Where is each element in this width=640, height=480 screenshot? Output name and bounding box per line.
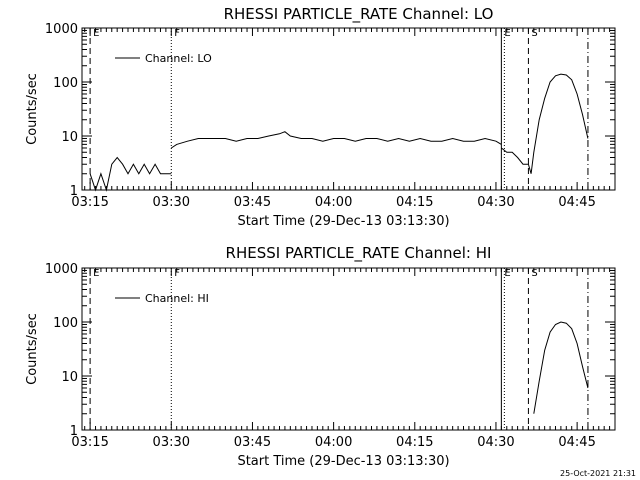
footer-date: 25-Oct-2021 21:31 [560,469,636,478]
chart1-series-line [171,131,502,149]
chart2-x-tick-label: 04:15 [396,435,433,450]
chart1-marker-label: E [93,28,99,39]
chart2-title: RHESSI PARTICLE_RATE Channel: HI [226,244,492,263]
chart2-y-tick-label: 10 [61,370,78,385]
chart1-x-tick-label: 04:00 [315,195,352,210]
chart1-x-tick-label: 04:45 [558,195,595,210]
chart1-series-line [89,156,172,192]
chart2-y-tick-label: 1000 [45,262,78,277]
chart1-x-tick-label: 04:15 [396,195,433,210]
chart2-marker-label: F [174,268,180,279]
chart2-y-tick-label: 100 [53,316,78,331]
chart1-y-tick-label: 1 [70,184,78,199]
chart1-y-tick-label: 10 [61,130,78,145]
chart2-marker-label: S [531,268,537,279]
chart2-x-tick-label: 03:45 [234,435,271,450]
chart1-legend-label: Channel: LO [145,52,212,65]
chart2-x-tick-label: 04:30 [477,435,514,450]
chart2-series-line [533,321,589,414]
chart1-plot-frame [81,27,616,191]
chart1-x-tick-label: 03:45 [234,195,271,210]
chart1-x-axis-label: Start Time (29-Dec-13 03:13:30) [237,214,449,229]
chart2-y-axis-label: Counts/sec [25,313,40,385]
chart1-marker-label: F [174,28,180,39]
chart2-marker-label: E [504,268,510,279]
chart1-y-tick-label: 100 [53,76,78,91]
chart1-x-tick-label: 03:30 [153,195,190,210]
chart1-marker-label: S [531,28,537,39]
chart2-x-axis-label: Start Time (29-Dec-13 03:13:30) [237,454,449,469]
chart2-y-tick-label: 1 [70,424,78,439]
chart2-plot-frame [81,267,616,431]
chart2-x-tick-label: 04:00 [315,435,352,450]
chart1-series-line [501,73,589,174]
chart1-y-tick-label: 1000 [45,22,78,37]
chart1-x-tick-label: 03:15 [71,195,108,210]
chart1-marker-label: E [504,28,510,39]
chart1-y-axis-label: Counts/sec [25,73,40,145]
chart1-x-tick-label: 04:30 [477,195,514,210]
chart1-title: RHESSI PARTICLE_RATE Channel: LO [224,5,494,24]
chart2-marker-label: E [93,268,99,279]
chart2-x-tick-label: 03:15 [71,435,108,450]
chart2-x-tick-label: 04:45 [558,435,595,450]
chart2-x-tick-label: 03:30 [153,435,190,450]
chart2-legend-label: Channel: HI [145,292,209,305]
